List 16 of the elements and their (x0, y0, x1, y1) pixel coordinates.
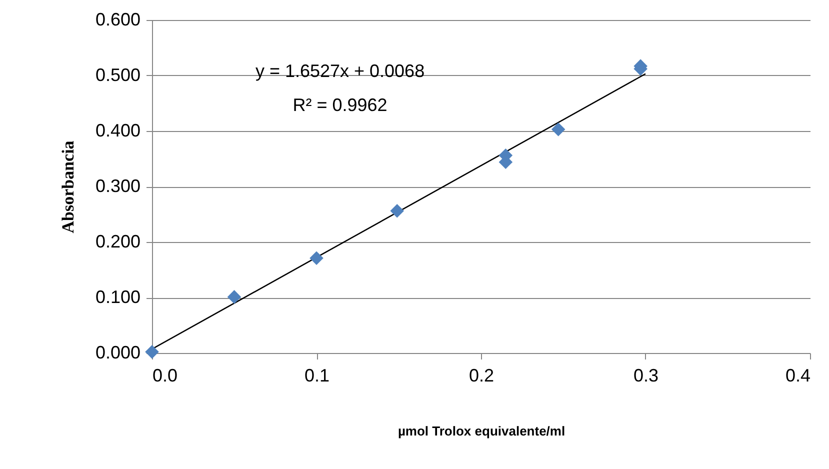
x-axis-title: µmol Trolox equivalente/ml (398, 424, 566, 438)
y-tick-label: 0.200 (95, 232, 140, 252)
y-tick-label: 0.300 (95, 176, 140, 196)
annotation: y = 1.6527x + 0.0068 (255, 61, 425, 81)
y-axis-title: Absorbancia (58, 140, 78, 234)
x-tick-label: 0.0 (152, 366, 178, 386)
y-tick-label: 0.400 (95, 120, 140, 140)
annotation: R² = 0.9962 (292, 95, 388, 115)
x-tick-label: 0.1 (304, 366, 330, 386)
x-tick-label: 0.4 (785, 366, 810, 386)
y-tick-label: 0.500 (95, 65, 140, 85)
x-tick-label: 0.2 (468, 366, 494, 386)
y-tick-label: 0.100 (95, 287, 140, 307)
y-tick-label: 0.600 (95, 10, 140, 30)
y-tick-label: 0.000 (95, 342, 140, 362)
x-tick-label: 0.3 (633, 366, 659, 386)
